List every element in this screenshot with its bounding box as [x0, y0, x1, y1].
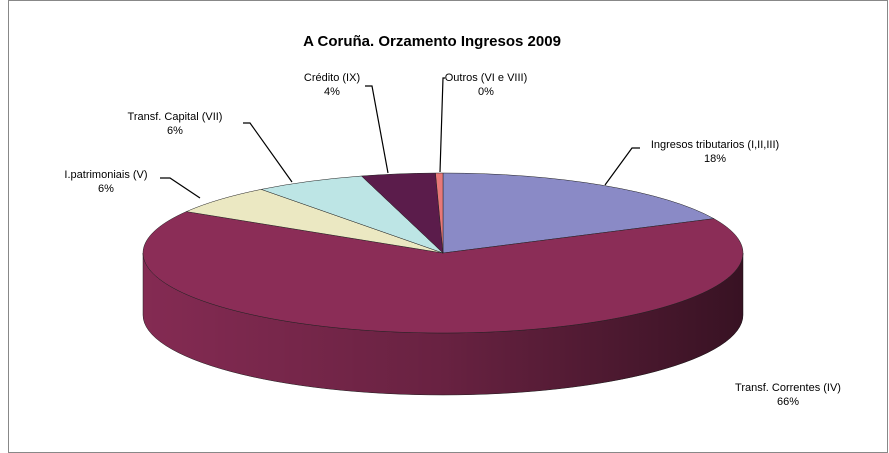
- pie-slice: [435, 172, 444, 254]
- slice-value-label: 6%: [98, 183, 114, 195]
- leader-line: [439, 77, 445, 173]
- slice-label: Outros (VI e VIII): [445, 72, 528, 84]
- slice-label: Crédito (IX): [304, 72, 360, 84]
- slice-value-label: 66%: [777, 396, 799, 408]
- slice-label: Ingresos tributarios (I,II,III): [651, 139, 779, 151]
- slice-value-label: 6%: [167, 125, 183, 137]
- pie-slice: [442, 172, 715, 254]
- side-shade: [143, 253, 743, 395]
- chart-title: A Coruña. Orzamento Ingresos 2009: [303, 33, 561, 50]
- leader-line: [243, 122, 293, 183]
- slice-label: I.patrimoniais (V): [64, 169, 147, 181]
- slice-value-label: 4%: [324, 86, 340, 98]
- slice-label: Transf. Capital (VII): [128, 111, 223, 123]
- leader-line: [160, 177, 201, 199]
- leader-line: [604, 147, 640, 186]
- slice-label: Transf. Correntes (IV): [735, 382, 841, 394]
- leader-line: [365, 85, 389, 174]
- pie-slice: [142, 211, 744, 334]
- slice-value-label: 0%: [478, 86, 494, 98]
- slice-value-label: 18%: [704, 153, 726, 165]
